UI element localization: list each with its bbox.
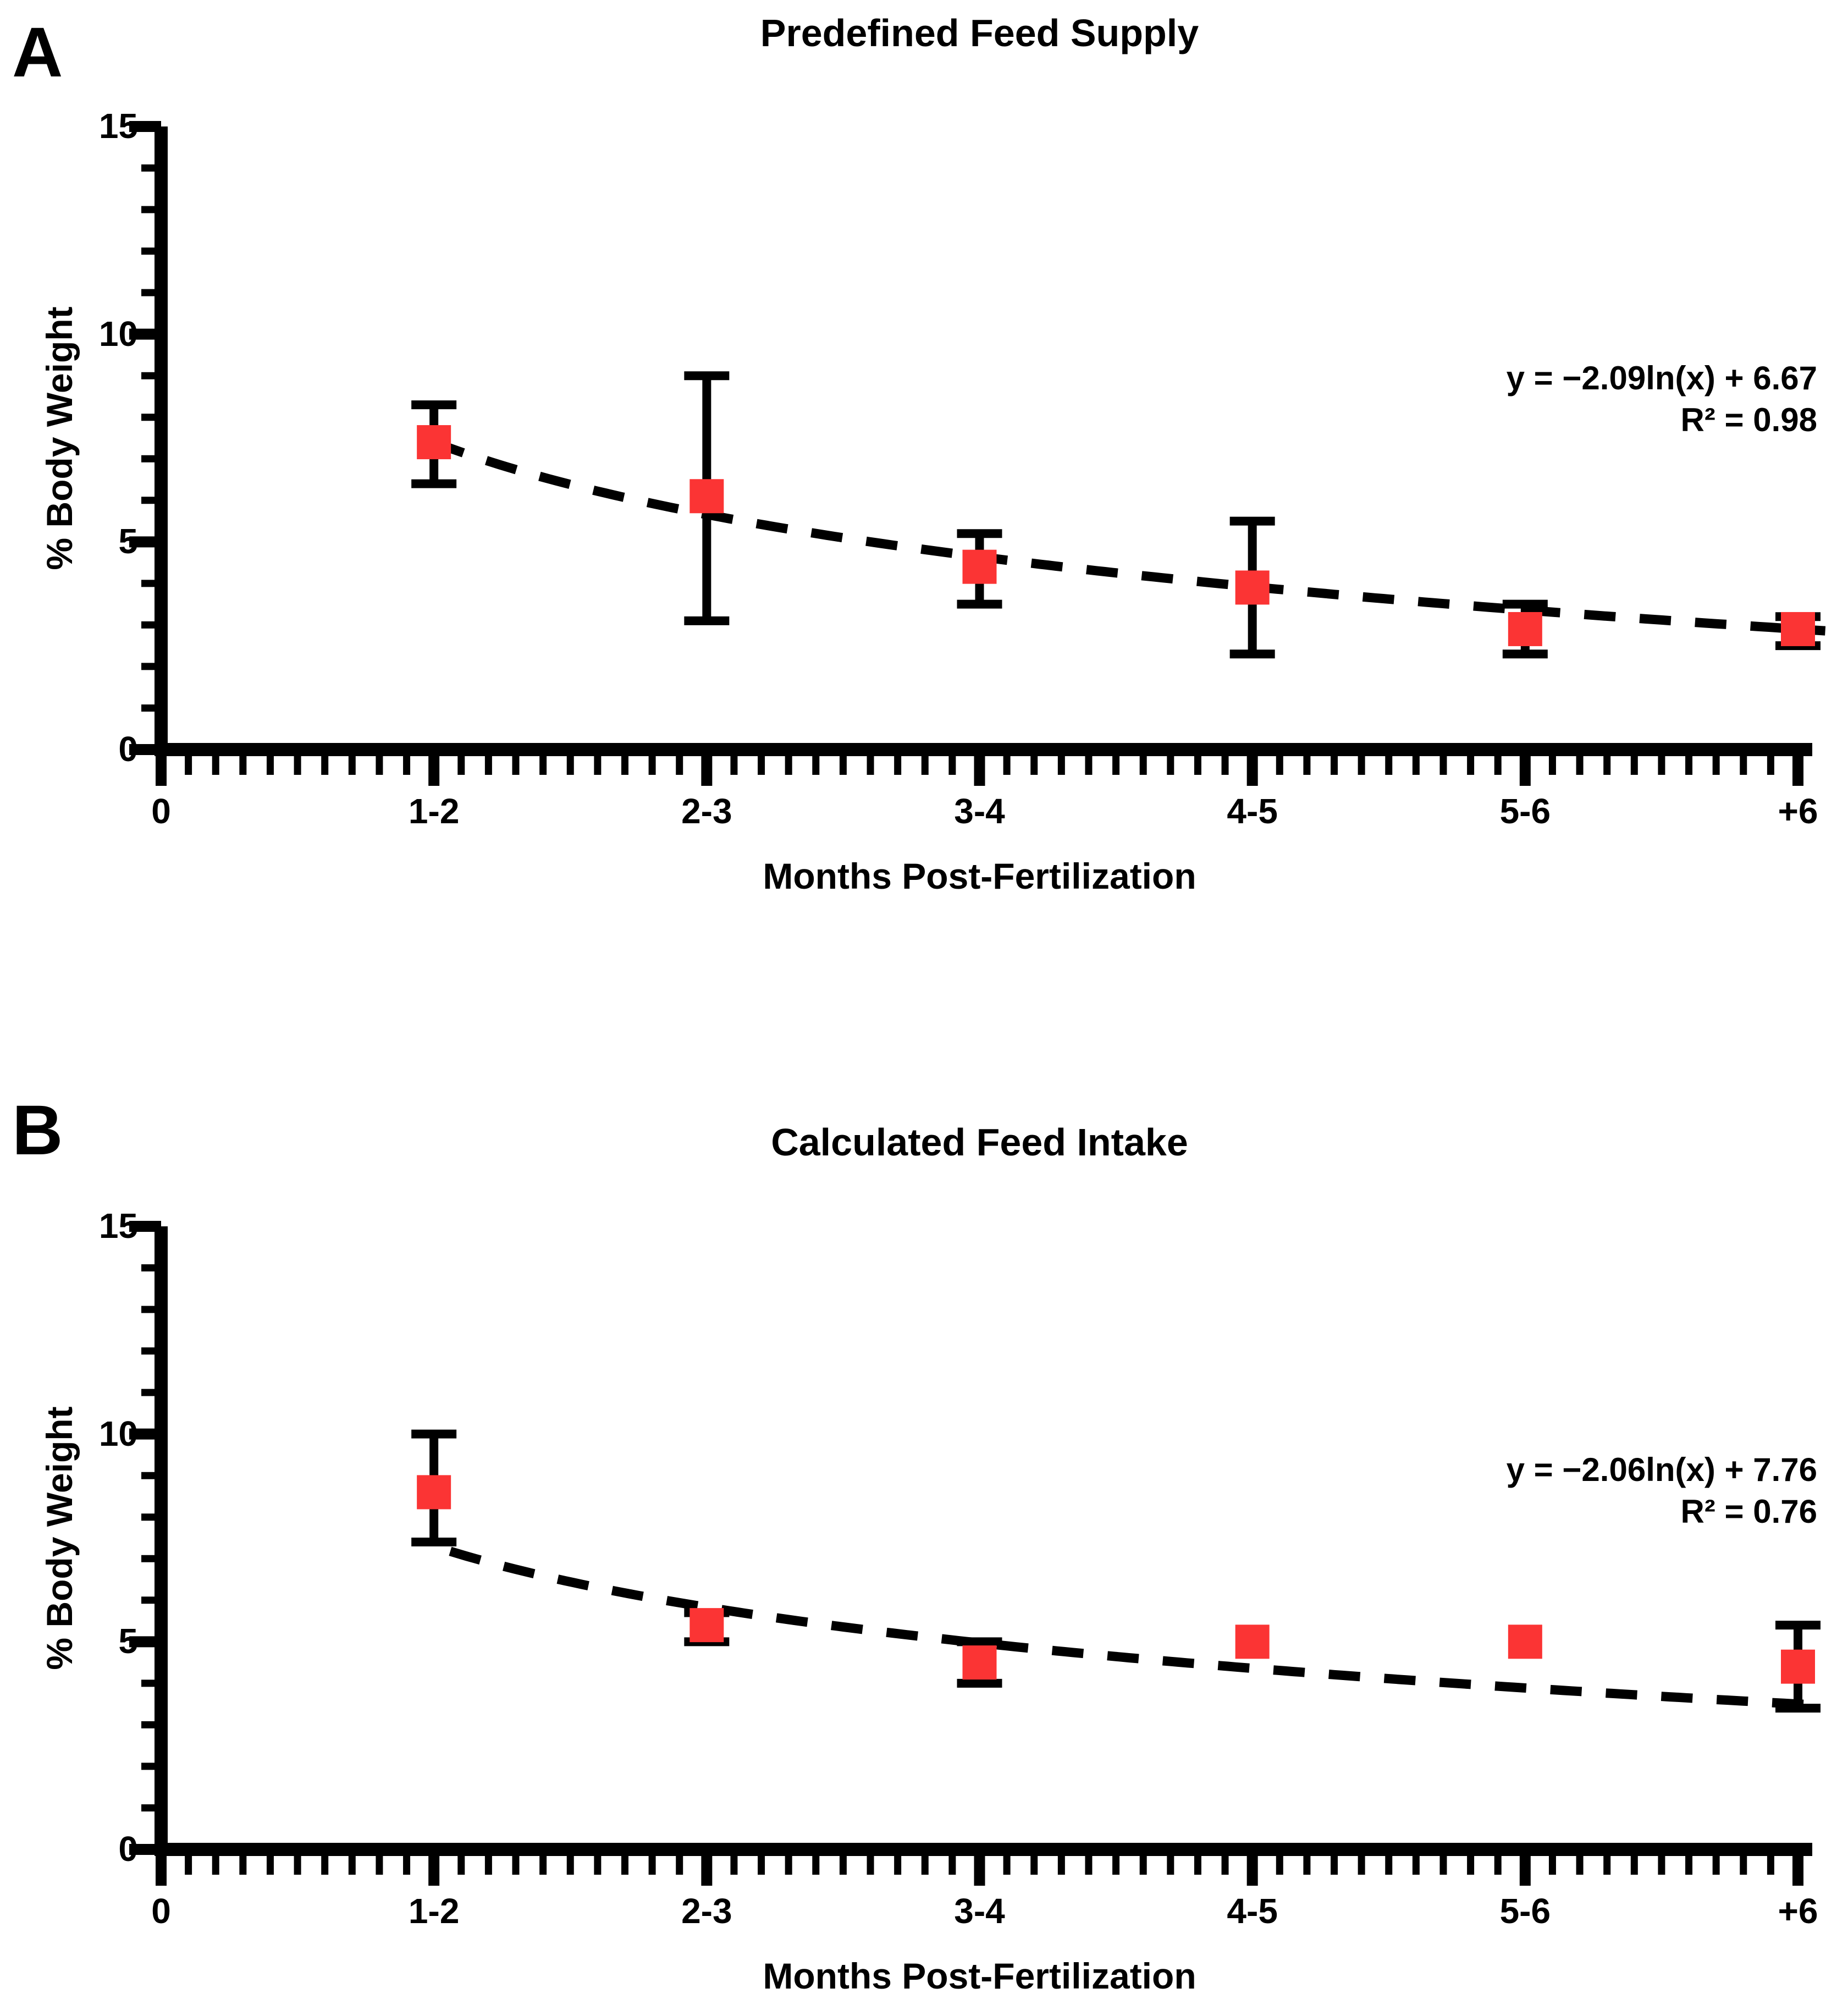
x-tick-label: 3-4 bbox=[954, 1891, 1005, 1931]
x-tick-label: 1-2 bbox=[408, 791, 460, 831]
x-tick-label: +6 bbox=[1778, 791, 1818, 831]
x-tick-label: 2-3 bbox=[681, 791, 732, 831]
data-point-marker bbox=[1235, 1624, 1270, 1659]
y-tick-label: 15 bbox=[98, 106, 138, 146]
x-tick-label: 4-5 bbox=[1227, 1891, 1278, 1931]
panel-a-r-squared: R² = 0.98 bbox=[1680, 401, 1817, 438]
x-tick-label: 2-3 bbox=[681, 1891, 732, 1931]
data-point-marker bbox=[1508, 1624, 1542, 1659]
y-tick-label: 0 bbox=[118, 729, 138, 769]
x-tick-label: 0 bbox=[151, 1891, 171, 1931]
panel-b-x-axis-label: Months Post-Fertilization bbox=[763, 1956, 1196, 1996]
trend-line-panel-B bbox=[449, 1546, 1826, 1710]
x-tick-label: 4-5 bbox=[1227, 791, 1278, 831]
x-tick-label: 5-6 bbox=[1499, 1891, 1551, 1931]
y-tick-label: 10 bbox=[98, 1413, 138, 1453]
data-point-marker bbox=[1235, 570, 1270, 605]
y-tick-label: 5 bbox=[118, 521, 138, 561]
x-tick-label: 3-4 bbox=[954, 791, 1005, 831]
data-point-marker bbox=[1781, 612, 1815, 646]
x-tick-label: +6 bbox=[1778, 1891, 1818, 1931]
panel-b-title: Calculated Feed Intake bbox=[771, 1121, 1188, 1164]
trend-line-panel-A bbox=[432, 438, 1826, 636]
data-point-marker bbox=[962, 549, 997, 584]
y-tick-label: 15 bbox=[98, 1206, 138, 1246]
y-tick-label: 10 bbox=[98, 313, 138, 354]
panel-b-r-squared: R² = 0.76 bbox=[1680, 1493, 1817, 1530]
data-point-marker bbox=[962, 1645, 997, 1680]
data-point-marker bbox=[689, 479, 724, 514]
y-tick-label: 0 bbox=[118, 1829, 138, 1869]
panel-a-x-axis-label: Months Post-Fertilization bbox=[763, 856, 1196, 896]
panel-a-title: Predefined Feed Supply bbox=[760, 12, 1199, 54]
x-tick-label: 5-6 bbox=[1499, 791, 1551, 831]
x-tick-label: 1-2 bbox=[408, 1891, 460, 1931]
x-tick-label: 0 bbox=[151, 791, 171, 831]
data-point-marker bbox=[1508, 612, 1542, 646]
data-point-marker bbox=[417, 425, 451, 460]
y-tick-label: 5 bbox=[118, 1621, 138, 1661]
data-point-marker bbox=[417, 1475, 451, 1510]
data-point-marker bbox=[1781, 1649, 1815, 1684]
panel-a-equation: y = −2.09ln(x) + 6.67 bbox=[1506, 360, 1817, 397]
data-point-marker bbox=[689, 1608, 724, 1643]
panel-a-letter: A bbox=[12, 13, 63, 92]
panel-b-equation: y = −2.06ln(x) + 7.76 bbox=[1506, 1451, 1817, 1488]
panel-b-letter: B bbox=[12, 1091, 63, 1170]
